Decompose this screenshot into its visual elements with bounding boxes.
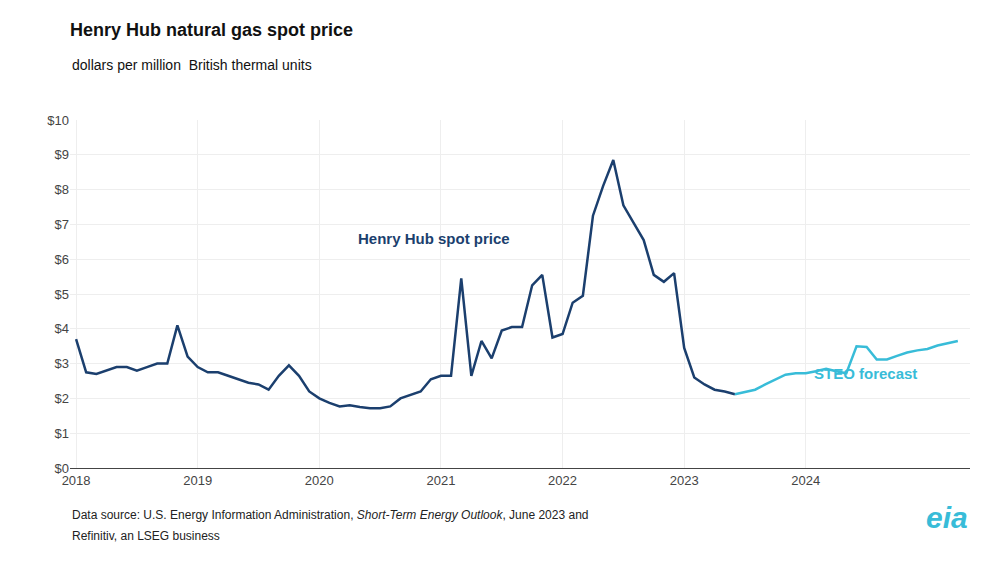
svg-text:$6: $6 — [55, 252, 69, 267]
svg-text:2023: 2023 — [670, 473, 699, 488]
svg-text:2019: 2019 — [183, 473, 212, 488]
svg-text:$2: $2 — [55, 391, 69, 406]
svg-text:Data source: U.S. Energy Infor: Data source: U.S. Energy Information Adm… — [72, 508, 589, 522]
svg-text:$9: $9 — [55, 147, 69, 162]
svg-text:STEO forecast: STEO forecast — [814, 365, 917, 382]
svg-text:2021: 2021 — [426, 473, 455, 488]
svg-text:2018: 2018 — [62, 473, 91, 488]
svg-text:$4: $4 — [55, 321, 69, 336]
svg-text:$1: $1 — [55, 426, 69, 441]
svg-text:$5: $5 — [55, 287, 69, 302]
svg-text:Henry Hub natural gas spot pri: Henry Hub natural gas spot price — [70, 20, 353, 40]
svg-text:2020: 2020 — [305, 473, 334, 488]
svg-text:Refinitiv, an LSEG business: Refinitiv, an LSEG business — [72, 529, 220, 543]
svg-text:$3: $3 — [55, 356, 69, 371]
svg-text:$0: $0 — [55, 461, 69, 476]
svg-text:$10: $10 — [47, 113, 69, 128]
svg-text:dollars per million British t: dollars per million British thermal unit… — [72, 57, 312, 73]
svg-text:$7: $7 — [55, 217, 69, 232]
svg-text:$8: $8 — [55, 182, 69, 197]
svg-text:Henry Hub spot price: Henry Hub spot price — [358, 230, 510, 247]
svg-text:2024: 2024 — [791, 473, 820, 488]
svg-text:eia: eia — [926, 501, 968, 534]
svg-text:2022: 2022 — [548, 473, 577, 488]
